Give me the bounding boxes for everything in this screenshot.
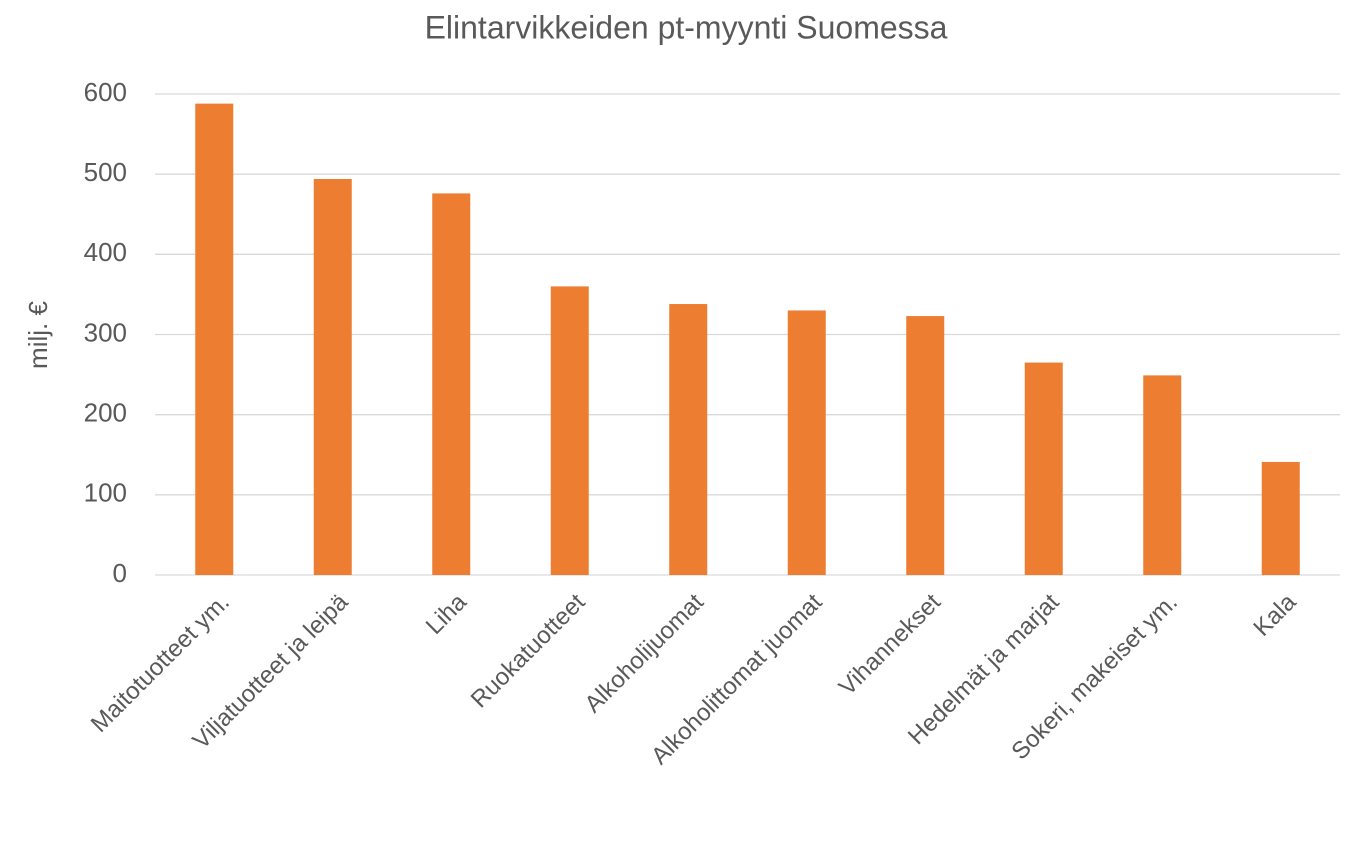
x-tick-label: Vihannekset bbox=[834, 588, 946, 700]
bar bbox=[195, 103, 234, 576]
bar bbox=[313, 178, 352, 575]
bar bbox=[906, 316, 945, 575]
y-tick-label: 0 bbox=[113, 558, 127, 588]
y-tick-label: 600 bbox=[84, 77, 127, 107]
bar bbox=[432, 193, 471, 575]
bar bbox=[1143, 375, 1182, 575]
x-tick-label: Alkoholijuomat bbox=[580, 588, 710, 718]
y-axis-label: milj. € bbox=[23, 301, 53, 369]
bar bbox=[1261, 461, 1300, 575]
bar bbox=[669, 304, 708, 575]
x-tick-label: Liha bbox=[421, 588, 473, 640]
y-tick-label: 300 bbox=[84, 317, 127, 347]
y-tick-label: 500 bbox=[84, 157, 127, 187]
x-tick-label: Ruokatuotteet bbox=[466, 588, 591, 713]
bar bbox=[787, 310, 826, 575]
y-tick-label: 200 bbox=[84, 398, 127, 428]
y-tick-label: 100 bbox=[84, 478, 127, 508]
bar bbox=[1024, 362, 1063, 575]
chart-title: Elintarvikkeiden pt-myynti Suomessa bbox=[425, 9, 948, 45]
y-tick-label: 400 bbox=[84, 237, 127, 267]
bar bbox=[550, 286, 589, 575]
x-tick-label: Kala bbox=[1248, 588, 1302, 642]
